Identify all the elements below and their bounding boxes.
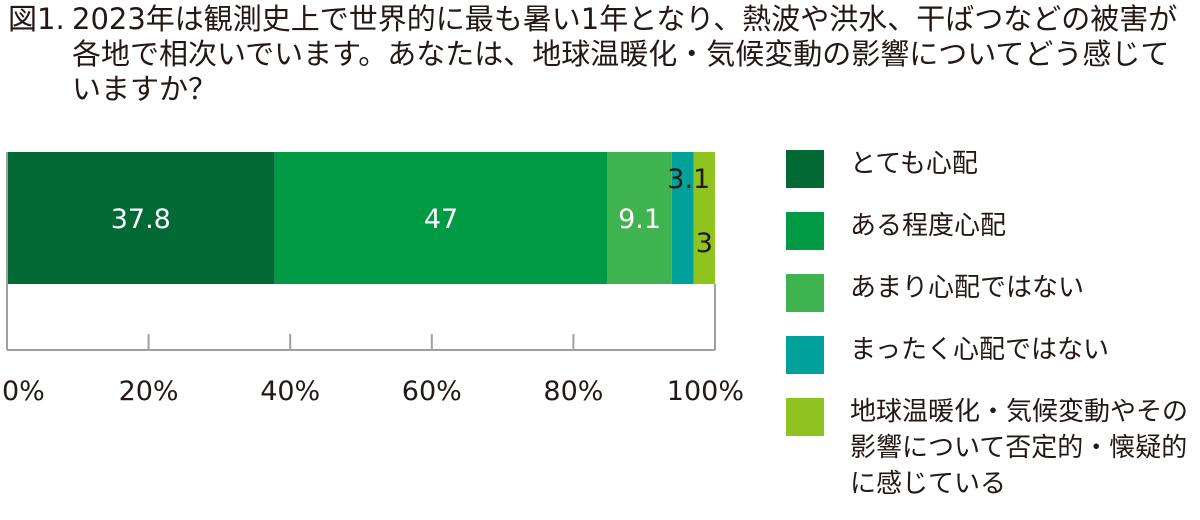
title-text: 2023年は観測史上で世界的に最も暑い1年となり、熱波や洪水、干ばつなどの被害が… [72,2,1178,106]
x-tick-label: 20% [119,376,179,407]
figure-number: 図1. [8,2,65,36]
x-tick-label: 60% [402,376,462,407]
legend-swatch [786,150,824,188]
bar-segment-4 [671,152,694,284]
legend-swatch [786,398,824,436]
data-label: 3.1 [667,164,710,195]
legend-label: 地球温暖化・気候変動やその影響について否定的・懐疑的に感じている [850,397,1189,499]
data-label: 3 [696,228,713,259]
data-label: 37.8 [111,204,171,235]
bar-segment-5 [693,152,715,284]
x-tick-label: 0% [2,376,45,407]
data-label: 9.1 [618,204,661,235]
legend-label: あまり心配ではない [850,273,1085,303]
legend-swatch [786,212,824,250]
legend-label: まったく心配ではない [850,335,1109,365]
x-tick-label: 100% [667,376,744,407]
x-tick-label: 40% [260,376,320,407]
bar-segment-2 [274,152,608,284]
legend-label: ある程度心配 [850,211,1007,241]
legend-swatch [786,274,824,312]
legend-swatch [786,336,824,374]
stacked-bar-chart: 0% 20% 40% 60% 80% 100% 37.8 47 9.13.1 3 [2,152,744,407]
bar-segment-1 [7,152,275,284]
legend-label: とても心配 [850,149,978,179]
data-label: 47 [424,204,458,235]
bar-segment-3 [607,152,672,284]
x-tick-label: 80% [543,376,603,407]
